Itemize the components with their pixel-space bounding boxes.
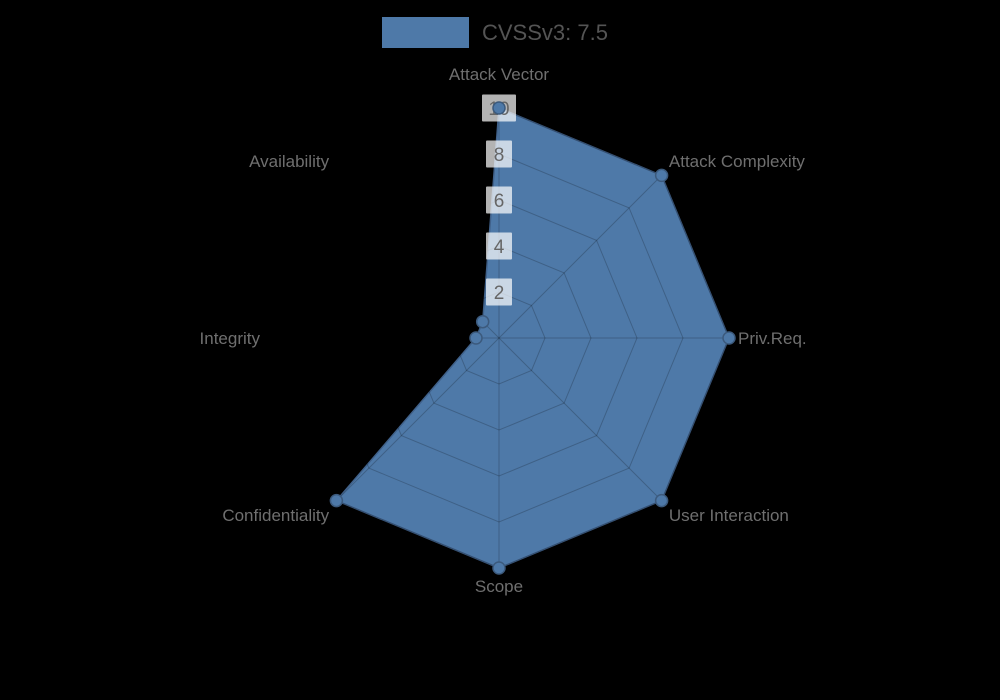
radar-axis-line-user-interaction bbox=[498, 337, 662, 501]
radar-grid-ring bbox=[360, 199, 638, 477]
legend[interactable]: CVSSv3: 7.5 bbox=[382, 17, 608, 48]
radar-vertex-marker-user-interaction bbox=[654, 493, 669, 508]
legend-swatch bbox=[382, 17, 469, 48]
radar-tick-label: 8 bbox=[494, 145, 505, 166]
radar-grid-ring bbox=[314, 153, 684, 523]
radar-axis-line-availability bbox=[336, 175, 500, 339]
radar-grid-ring bbox=[406, 245, 592, 431]
radar-vertex-marker-availability bbox=[475, 314, 490, 329]
radar-vertex-marker-priv-req bbox=[722, 331, 736, 345]
radar-grid-ring bbox=[452, 291, 546, 385]
radar-axis-label-availability: Availability bbox=[249, 152, 330, 171]
radar-axis-label-attack-complexity: Attack Complexity bbox=[669, 152, 806, 171]
radar-vertex-marker-scope bbox=[492, 561, 506, 575]
radar-axis-label-attack-vector: Attack Vector bbox=[449, 65, 549, 84]
legend-label: CVSSv3: 7.5 bbox=[482, 19, 608, 45]
radar-tick-label-bg bbox=[486, 232, 512, 260]
radar-tick-label: 4 bbox=[494, 237, 505, 258]
radar-tick-label-bg bbox=[486, 278, 512, 306]
radar-axis-label-user-interaction: User Interaction bbox=[669, 506, 789, 525]
radar-axis-label-priv-req: Priv.Req. bbox=[738, 329, 807, 348]
radar-vertex-marker-confidentiality bbox=[329, 493, 344, 508]
radar-tick-label-bg bbox=[486, 140, 512, 168]
radar-axis-line-attack-complexity bbox=[498, 175, 662, 339]
radar-axis-label-integrity: Integrity bbox=[200, 329, 261, 348]
radar-vertex-marker-attack-complexity bbox=[654, 168, 669, 183]
radar-tick-label: 2 bbox=[494, 283, 505, 304]
radar-tick-label: 6 bbox=[494, 191, 505, 212]
radar-tick-label-bg bbox=[486, 186, 512, 214]
radar-vertex-marker-attack-vector bbox=[492, 101, 506, 115]
radar-axis-label-confidentiality: Confidentiality bbox=[222, 506, 329, 525]
radar-axis-label-scope: Scope bbox=[475, 577, 523, 596]
radar-axis-line-confidentiality bbox=[336, 337, 500, 501]
radar-vertex-marker-integrity bbox=[469, 331, 483, 345]
